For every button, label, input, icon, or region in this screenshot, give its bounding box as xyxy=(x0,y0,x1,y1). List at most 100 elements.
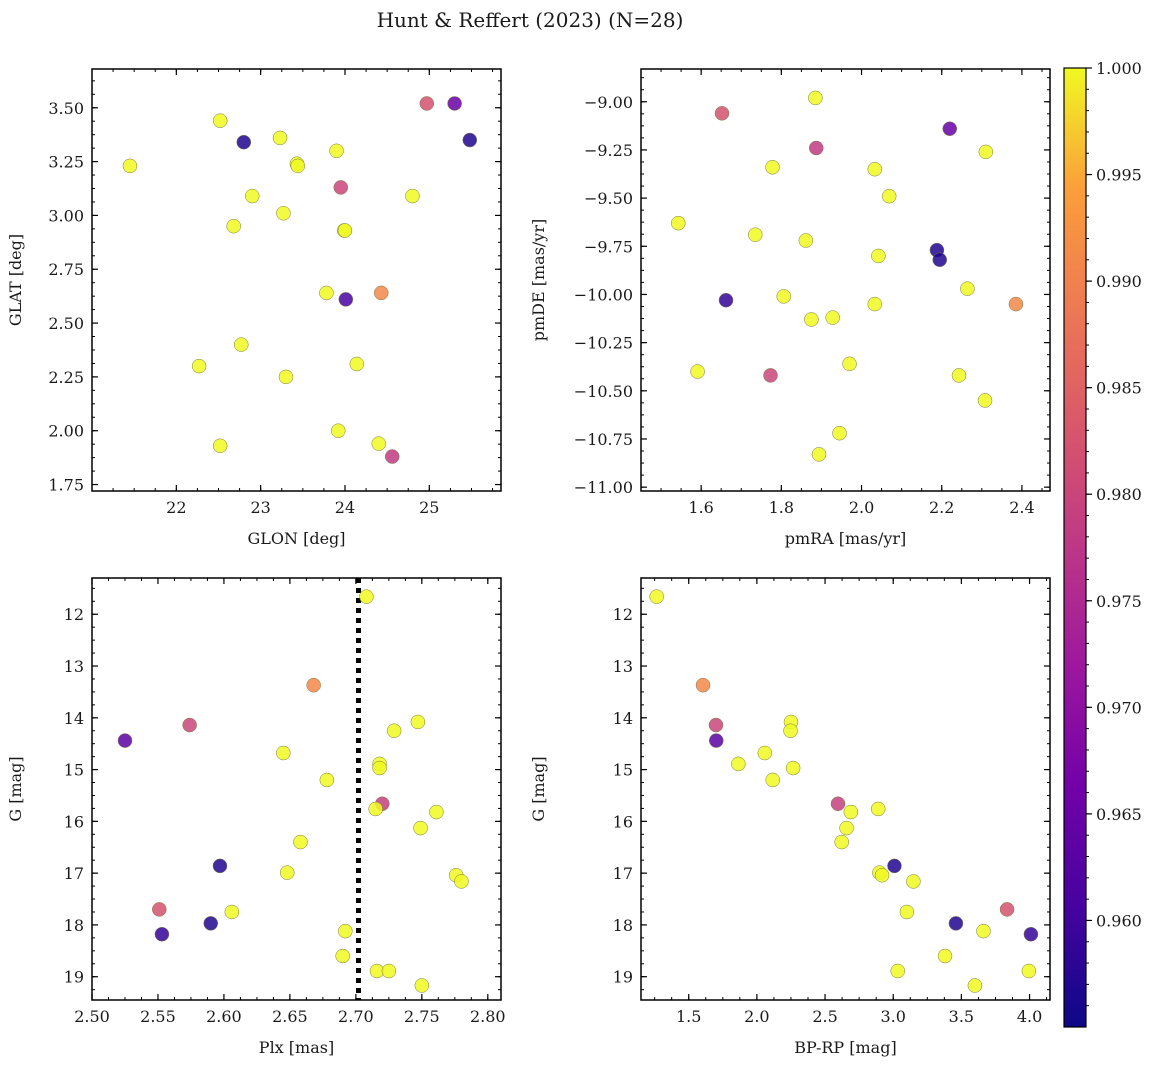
scatter-point xyxy=(731,756,746,772)
scatter-point xyxy=(948,916,964,931)
y-tick-label: 2.00 xyxy=(48,422,84,441)
colorbar-tick-label: 0.975 xyxy=(1096,592,1142,611)
scatter-point xyxy=(226,218,241,234)
scatter-point xyxy=(932,252,947,268)
scatter-point xyxy=(368,801,383,817)
x-axis-label: GLON [deg] xyxy=(247,529,345,548)
scatter-point xyxy=(276,745,291,761)
scatter-point xyxy=(708,717,724,733)
scatter-point xyxy=(842,356,857,372)
scatter-point xyxy=(414,978,430,993)
x-tick-label: 2.5 xyxy=(812,1007,837,1026)
scatter-point xyxy=(381,963,397,979)
y-tick-label: 14 xyxy=(613,709,633,728)
scatter-point xyxy=(942,121,958,136)
colorbar-gradient xyxy=(1063,67,1087,1028)
scatter-point xyxy=(830,796,846,812)
x-tick-label: 2.50 xyxy=(74,1007,110,1026)
scatter-point xyxy=(212,113,228,128)
scatter-point xyxy=(349,356,365,372)
scatter-point xyxy=(811,447,827,462)
x-tick-label: 24 xyxy=(335,498,355,517)
colorbar-tick-label: 1.000 xyxy=(1096,59,1142,78)
scatter-point xyxy=(236,134,252,150)
scatter-point xyxy=(293,834,308,850)
scatter-point xyxy=(335,948,350,964)
x-axis-label: Plx [mas] xyxy=(259,1038,334,1057)
scatter-point xyxy=(906,874,921,889)
x-axis-label: pmRA [mas/yr] xyxy=(785,529,907,548)
scatter-point xyxy=(333,180,349,195)
y-tick-label: 19 xyxy=(613,968,633,987)
scatter-point xyxy=(276,206,291,221)
scatter-point xyxy=(1021,963,1037,979)
y-tick-label: −9.00 xyxy=(584,93,633,112)
scatter-point xyxy=(825,310,840,325)
scatter-point xyxy=(832,425,847,441)
scatter-point xyxy=(899,904,915,920)
x-tick-label: 2.0 xyxy=(849,498,874,517)
scatter-point xyxy=(212,858,228,874)
colorbar: 0.960 0.965 0.970 0.975 0.980 0.985 0.990 0.995… xyxy=(1063,59,1142,1028)
scatter-point xyxy=(871,248,886,264)
scatter-point xyxy=(798,233,814,248)
y-tick-label: 2.25 xyxy=(48,368,84,387)
scatter-point xyxy=(154,926,170,942)
x-tick-label: 2.75 xyxy=(404,1007,440,1026)
y-tick-label: 15 xyxy=(64,761,84,780)
axes-frame xyxy=(640,577,1051,1001)
x-tick-label: 2.4 xyxy=(1009,498,1034,517)
x-tick-label: 1.8 xyxy=(769,498,794,517)
scatter-point xyxy=(870,801,886,817)
scatter-point xyxy=(319,285,334,301)
scatter-point xyxy=(359,589,374,604)
scatter-point xyxy=(122,158,138,174)
scatter-point xyxy=(405,188,420,204)
y-tick-label: −10.25 xyxy=(574,334,633,353)
scatter-point xyxy=(709,733,724,748)
scatter-point xyxy=(447,96,462,111)
scatter-point xyxy=(338,292,354,307)
x-tick-label: 2.60 xyxy=(206,1007,242,1026)
colorbar-tick-label: 0.985 xyxy=(1096,379,1142,398)
x-tick-label: 3.5 xyxy=(949,1007,974,1026)
scatter-point xyxy=(410,714,426,730)
colorbar-tick-label: 0.995 xyxy=(1096,166,1142,185)
scatter-point xyxy=(462,132,478,148)
scatter-point xyxy=(695,677,711,693)
colorbar-tick-label: 0.970 xyxy=(1096,698,1142,717)
scatter-point xyxy=(338,923,353,939)
scatter-point xyxy=(890,963,905,979)
scatter-point xyxy=(384,449,400,464)
scatter-point xyxy=(839,820,854,836)
y-axis-label: GLAT [deg] xyxy=(6,234,25,326)
y-tick-label: 3.00 xyxy=(48,206,84,225)
scatter-point xyxy=(808,140,824,156)
figure-title: Hunt & Reffert (2023) (N=28) xyxy=(377,8,684,32)
y-tick-label: 3.50 xyxy=(48,99,84,118)
scatter-point xyxy=(951,368,967,383)
x-tick-label: 2.0 xyxy=(744,1007,769,1026)
scatter-point xyxy=(960,281,975,296)
y-tick-label: 16 xyxy=(613,812,633,831)
scatter-point xyxy=(881,188,897,204)
y-tick-label: −9.25 xyxy=(584,141,633,160)
x-tick-label: 25 xyxy=(419,498,439,517)
scatter-point xyxy=(224,904,240,920)
scatter-point xyxy=(182,717,197,733)
scatter-point xyxy=(671,215,686,231)
y-tick-label: −10.50 xyxy=(574,382,633,401)
scatter-point xyxy=(976,923,991,939)
y-tick-label: 12 xyxy=(613,605,633,624)
scatter-point xyxy=(867,296,883,312)
scatter-point xyxy=(978,144,994,160)
scatter-point xyxy=(191,358,207,374)
y-tick-label: 14 xyxy=(64,709,84,728)
scatter-point xyxy=(748,227,763,242)
x-tick-label: 1.6 xyxy=(688,498,713,517)
scatter-point xyxy=(280,865,295,880)
x-tick-label: 2.80 xyxy=(470,1007,506,1026)
scatter-point xyxy=(330,423,346,438)
y-axis-label: G [mag] xyxy=(529,756,548,821)
x-tick-label: 2.65 xyxy=(272,1007,308,1026)
